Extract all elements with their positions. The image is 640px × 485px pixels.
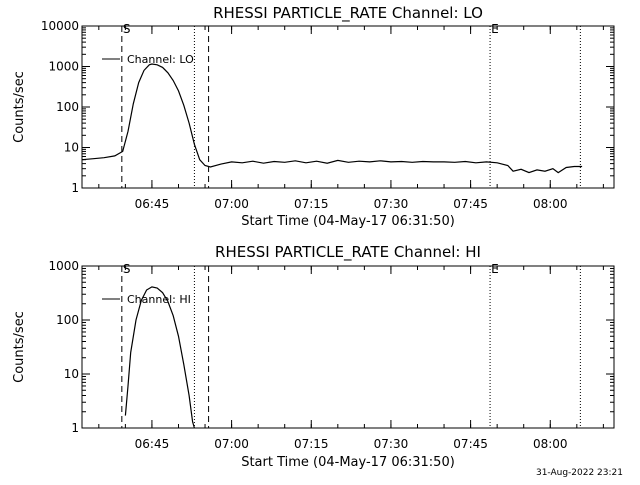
footer-timestamp: 31-Aug-2022 23:21	[536, 468, 623, 478]
x-axis-label: Start Time (04-May-17 06:31:50)	[241, 214, 455, 229]
y-tick-label: 1	[71, 421, 79, 435]
x-tick-label: 08:00	[533, 437, 568, 451]
event-marker-label: E	[491, 22, 499, 36]
x-tick-label: 06:45	[135, 197, 170, 211]
plot-frame	[81, 25, 615, 189]
x-tick-label: 07:00	[214, 197, 249, 211]
y-tick-label: 100	[56, 100, 79, 114]
y-tick-label: 1000	[48, 60, 79, 74]
hi-channel-panel: RHESSI PARTICLE_RATE Channel: HI Counts/s…	[12, 243, 615, 470]
y-tick-label: 10000	[41, 19, 79, 33]
x-tick-label: 07:00	[214, 437, 249, 451]
x-tick-label: 07:45	[453, 437, 488, 451]
legend-label: Channel: HI	[127, 293, 191, 306]
x-tick-label: 08:00	[533, 197, 568, 211]
x-axis-label: Start Time (04-May-17 06:31:50)	[241, 455, 455, 470]
plot-frame	[81, 265, 615, 429]
x-tick-label: 07:45	[453, 197, 488, 211]
y-axis-label: Counts/sec	[12, 311, 27, 383]
y-tick-label: 10	[64, 141, 79, 155]
legend-label: Channel: LO	[127, 53, 194, 66]
chart-title: RHESSI PARTICLE_RATE Channel: LO	[213, 4, 483, 23]
y-axis-label: Counts/sec	[12, 71, 27, 143]
y-tick-label: 100	[56, 313, 79, 327]
lo-channel-panel: RHESSI PARTICLE_RATE Channel: LO Counts/s…	[12, 4, 615, 229]
data-series-line	[81, 63, 583, 174]
y-tick-label: 1000	[48, 259, 79, 273]
x-tick-label: 07:15	[294, 197, 329, 211]
data-series-line	[124, 286, 195, 429]
x-tick-label: 07:15	[294, 437, 329, 451]
chart-title: RHESSI PARTICLE_RATE Channel: HI	[215, 243, 481, 262]
x-tick-label: 07:30	[374, 197, 409, 211]
event-marker-label: S	[123, 22, 131, 36]
event-marker-label: E	[491, 262, 499, 276]
y-tick-label: 10	[64, 367, 79, 381]
event-marker-label: S	[123, 262, 131, 276]
y-tick-label: 1	[71, 181, 79, 195]
x-tick-label: 06:45	[135, 437, 170, 451]
x-tick-label: 07:30	[374, 437, 409, 451]
